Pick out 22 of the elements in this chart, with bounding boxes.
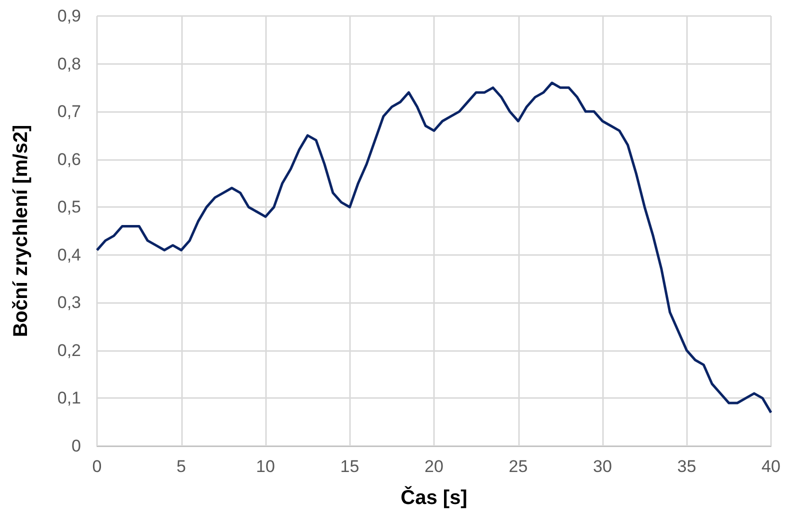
y-tick-label: 0,3 xyxy=(57,293,81,312)
y-tick-label: 0,2 xyxy=(57,340,81,360)
x-tick-label: 10 xyxy=(256,457,275,476)
y-tick-label: 0 xyxy=(72,436,81,456)
x-tick-label: 15 xyxy=(340,457,360,476)
x-tick-label: 5 xyxy=(176,457,186,476)
y-tick-label: 0,1 xyxy=(57,388,81,408)
x-tick-label: 20 xyxy=(424,457,444,476)
x-tick-label: 30 xyxy=(593,457,612,476)
x-tick-label: 40 xyxy=(762,457,780,476)
x-tick-label: 35 xyxy=(677,457,696,476)
x-axis-title: Čas [s] xyxy=(400,486,468,509)
y-tick-label: 0,7 xyxy=(57,102,81,122)
y-tick-label: 0,9 xyxy=(57,6,81,26)
y-tick-label: 0,6 xyxy=(57,150,81,169)
y-tick-label: 0,8 xyxy=(57,54,81,74)
y-tick-label: 0,4 xyxy=(57,245,81,264)
y-tick-label: 0,5 xyxy=(57,198,81,217)
line-series xyxy=(96,82,772,414)
x-tick-label: 0 xyxy=(92,457,102,476)
x-tick-label: 25 xyxy=(508,457,528,476)
y-axis-title: Boční zrychlení [m/s2] xyxy=(10,124,32,338)
